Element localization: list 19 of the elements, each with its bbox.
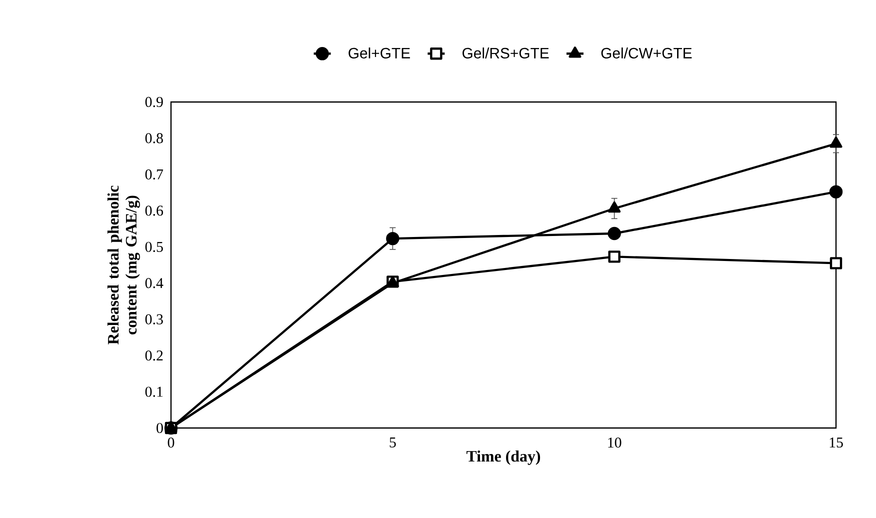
legend-label: Gel+GTE [348,47,410,58]
y-tick-label: 0.9 [145,96,163,108]
y-tick-label: 0 [156,422,163,434]
legend-label: Gel/RS+GTE [462,47,549,58]
legend-label: Gel/CW+GTE [601,47,692,58]
x-tick-label: 5 [390,438,396,448]
y-tick-label: 0.2 [145,350,163,361]
y-tick-label: 0.5 [145,242,163,252]
x-tick-label: 15 [830,438,843,448]
x-tick-label: 0 [168,438,174,448]
y-tick-label: 0.7 [145,169,164,180]
y-axis-title: Released total phenolic content (mg GAE/g) [107,186,140,344]
x-tick-label: 10 [608,438,622,448]
y-tick-label: 0.3 [145,314,163,324]
x-axis-title: Time (day) [466,450,540,465]
y-tick-label: 0.4 [145,278,164,288]
y-tick-label: 0.8 [145,133,163,144]
y-tick-label: 0.6 [145,206,164,216]
y-tick-label: 0.1 [145,386,163,397]
